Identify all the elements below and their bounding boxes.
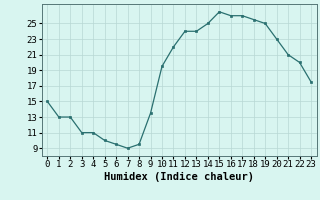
X-axis label: Humidex (Indice chaleur): Humidex (Indice chaleur) (104, 172, 254, 182)
